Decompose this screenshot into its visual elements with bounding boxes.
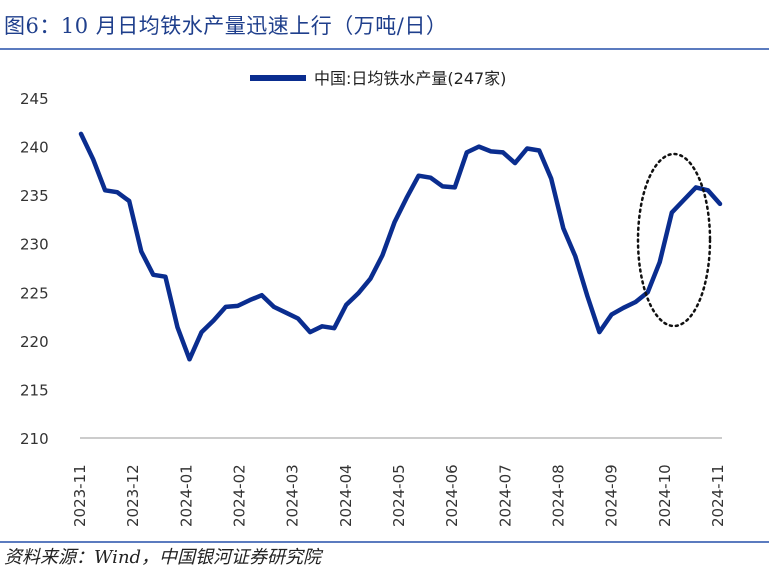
legend: 中国:日均铁水产量(247家) <box>250 69 506 88</box>
x-tick-label: 2024-05 <box>390 464 408 527</box>
x-tick-label: 2023-12 <box>124 464 142 527</box>
y-tick-label: 210 <box>20 430 49 448</box>
title-rule <box>0 48 769 50</box>
y-tick-label: 215 <box>20 381 49 399</box>
x-tick-label: 2024-11 <box>709 464 727 527</box>
x-tick-label: 2024-07 <box>496 464 514 527</box>
x-tick-label: 2024-03 <box>284 464 302 527</box>
x-axis: 2023-11 2023-12 2024-01 2024-02 2024-03 2024-… <box>71 437 727 527</box>
series-line <box>78 131 723 362</box>
y-tick-label: 245 <box>20 90 49 108</box>
y-tick-label: 225 <box>20 284 49 302</box>
x-tick-label: 2024-06 <box>443 464 461 527</box>
x-tick-label: 2023-11 <box>71 464 89 527</box>
y-tick-label: 240 <box>20 139 49 157</box>
x-tick-label: 2024-01 <box>177 464 195 527</box>
x-tick-label: 2024-08 <box>550 464 568 527</box>
y-axis: 245 240 235 230 225 220 215 210 <box>20 90 49 448</box>
source-note: 资料来源：Wind，中国银河证券研究院 <box>4 547 322 568</box>
y-tick-label: 235 <box>20 187 49 205</box>
x-tick-label: 2024-02 <box>231 464 249 527</box>
series-line-group <box>78 131 723 362</box>
y-tick-label: 220 <box>20 333 49 351</box>
highlight-ellipse <box>636 152 712 328</box>
x-tick-label: 2024-09 <box>603 464 621 527</box>
x-tick-label: 2024-04 <box>337 464 355 527</box>
legend-label: 中国:日均铁水产量(247家) <box>314 69 506 88</box>
figure-title: 图6：10 月日均铁水产量迅速上行（万吨/日） <box>4 14 448 38</box>
footer-rule <box>0 541 769 543</box>
x-tick-label: 2024-10 <box>656 464 674 527</box>
y-tick-label: 230 <box>20 236 49 254</box>
